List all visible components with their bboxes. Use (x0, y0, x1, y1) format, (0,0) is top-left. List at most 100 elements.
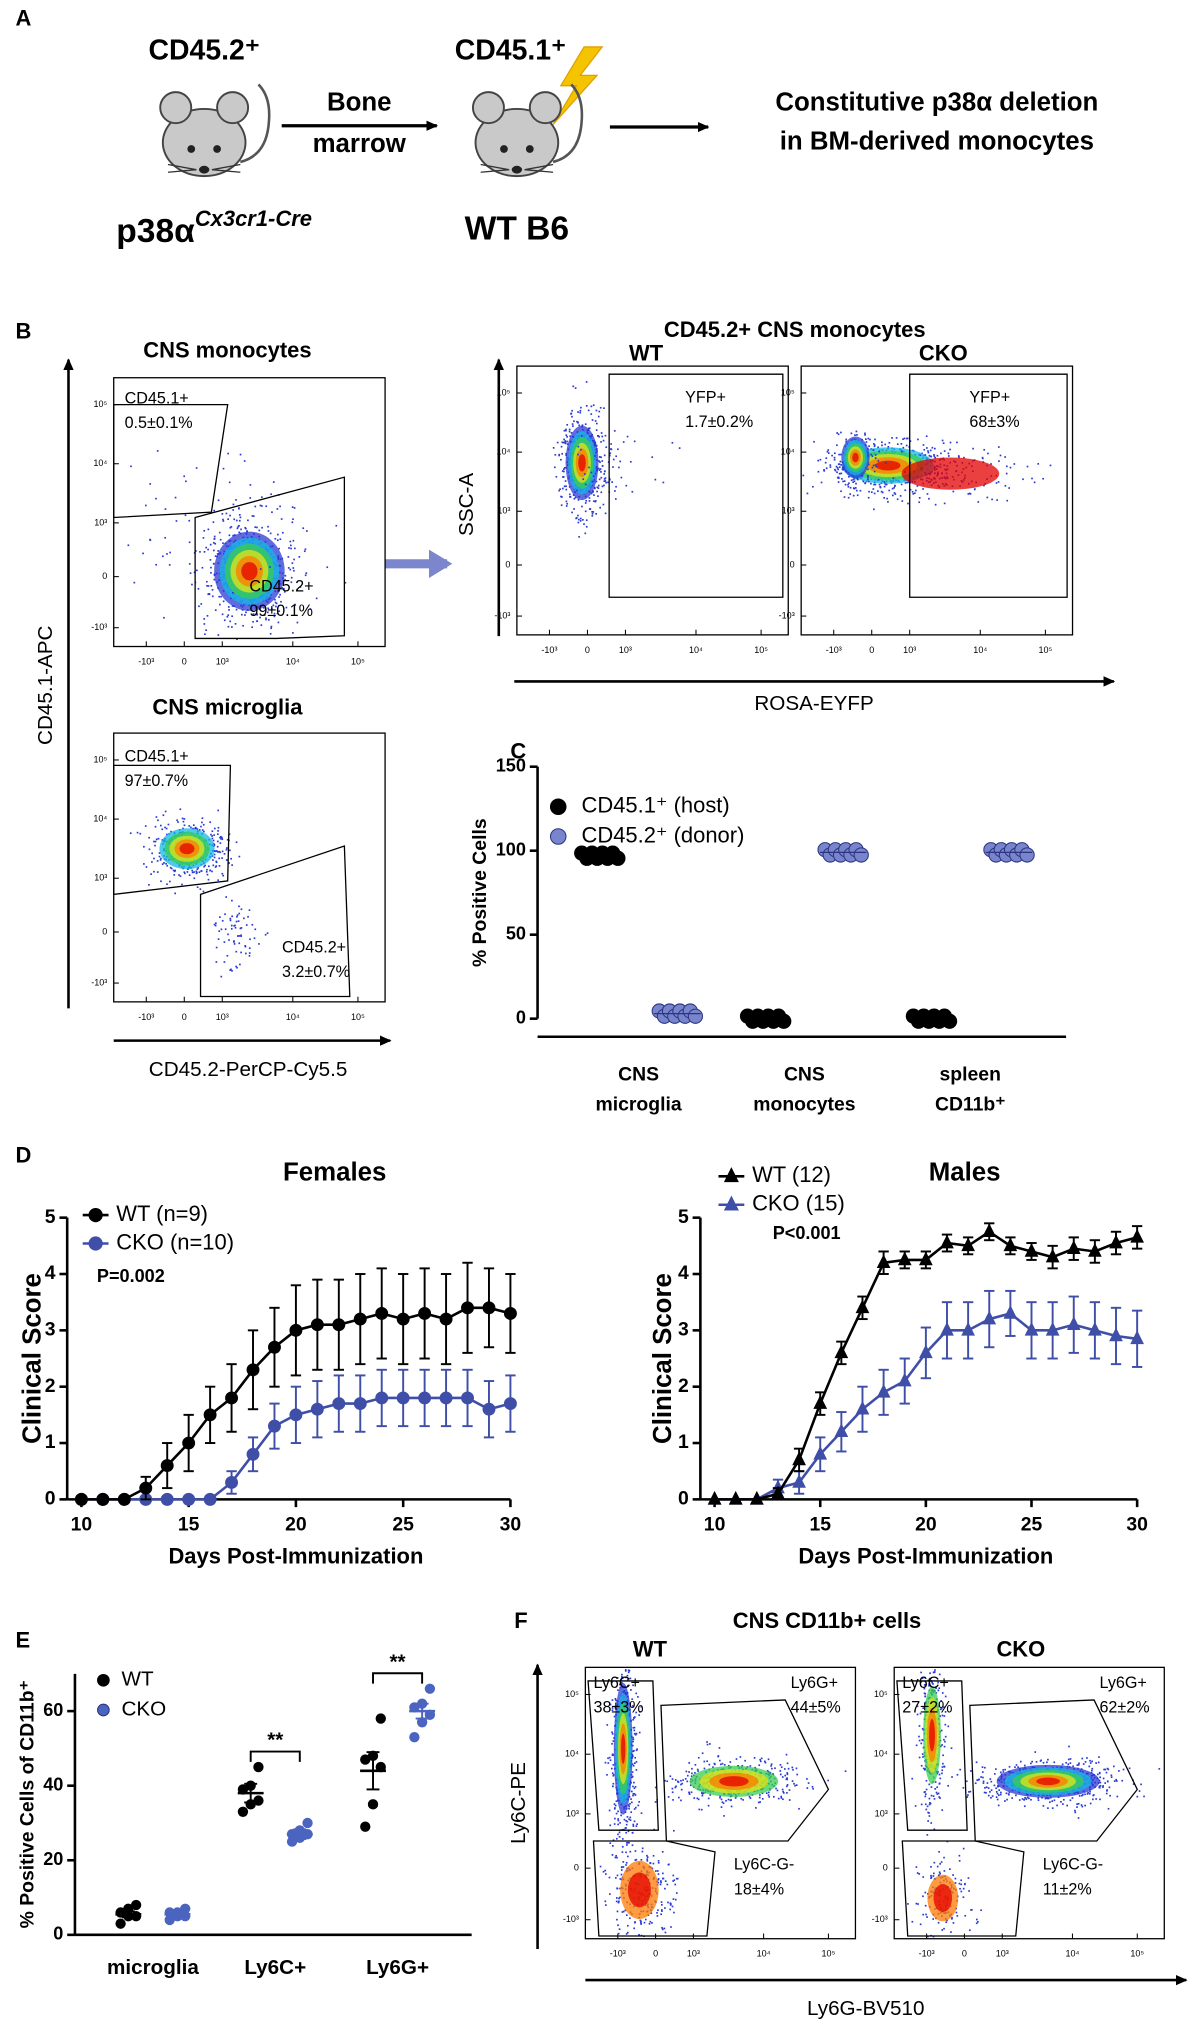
event (213, 578, 216, 581)
event (212, 541, 215, 544)
event (155, 838, 158, 841)
event (937, 1770, 939, 1773)
event (252, 515, 255, 518)
event (164, 826, 166, 829)
event (667, 1863, 670, 1866)
event (942, 1762, 944, 1765)
event (622, 1866, 625, 1868)
event (872, 464, 875, 467)
event (618, 1683, 621, 1686)
event (927, 1811, 929, 1814)
event (620, 1873, 623, 1876)
flow-y-tick: 10⁴ (93, 458, 107, 468)
event (225, 512, 228, 515)
event (871, 455, 874, 458)
event (630, 1798, 632, 1800)
event (1102, 1785, 1104, 1787)
x-tick-label: microglia (595, 1093, 681, 1115)
event (1077, 1817, 1080, 1819)
event (603, 473, 606, 475)
event (588, 466, 590, 469)
event (944, 1735, 947, 1738)
event (779, 1770, 782, 1772)
event (666, 1883, 669, 1886)
event (281, 586, 284, 589)
event (603, 478, 606, 480)
event (850, 479, 853, 482)
event (597, 467, 600, 470)
event (924, 454, 927, 456)
event (795, 1767, 798, 1770)
event (263, 606, 265, 609)
event (1000, 1791, 1002, 1794)
event (609, 1703, 612, 1706)
event (283, 587, 285, 590)
event (200, 870, 203, 872)
event (655, 1870, 657, 1872)
event (207, 878, 210, 881)
event (735, 1758, 738, 1760)
event (998, 1789, 1001, 1792)
event (791, 1780, 794, 1782)
event (1099, 1798, 1101, 1801)
event (291, 521, 294, 524)
event (236, 914, 239, 916)
event (894, 493, 897, 495)
event (191, 583, 193, 586)
event (157, 837, 160, 840)
event (925, 435, 928, 438)
event (916, 1713, 919, 1716)
event (577, 521, 580, 524)
event (873, 492, 876, 495)
event (627, 1830, 630, 1833)
event (638, 1933, 640, 1936)
event (219, 851, 221, 854)
event (937, 1792, 940, 1795)
event (982, 1780, 985, 1783)
event (817, 470, 820, 473)
event (1089, 1759, 1091, 1762)
event (632, 1726, 635, 1729)
event (235, 950, 238, 953)
event (614, 1807, 616, 1809)
event (709, 1794, 712, 1796)
event (612, 1782, 615, 1785)
event (154, 825, 157, 828)
event (600, 491, 603, 494)
event (719, 1796, 721, 1799)
event (650, 1912, 653, 1915)
event (725, 1799, 727, 1802)
event (291, 562, 294, 564)
event (786, 1773, 789, 1776)
event (1023, 1805, 1026, 1808)
event (604, 1761, 607, 1764)
event (786, 1762, 789, 1765)
flow-y-tick: 10⁵ (93, 754, 107, 764)
event (806, 492, 809, 495)
event (853, 487, 856, 490)
event (335, 524, 338, 527)
event (720, 1763, 722, 1766)
event (637, 1696, 639, 1698)
event (1018, 1799, 1021, 1801)
event (1051, 1807, 1054, 1809)
event (770, 1763, 773, 1766)
event (706, 1741, 708, 1743)
event (585, 499, 588, 502)
event (1081, 1805, 1084, 1808)
event (201, 821, 203, 824)
event (624, 1676, 627, 1679)
event (721, 1801, 724, 1804)
event (657, 1878, 660, 1881)
event (867, 480, 870, 483)
event (663, 1927, 666, 1930)
event (634, 1785, 637, 1788)
event (626, 1842, 628, 1844)
event (968, 1791, 970, 1793)
event (874, 457, 877, 459)
event (976, 1779, 979, 1781)
event (1046, 1797, 1049, 1800)
event (1099, 1781, 1102, 1784)
event (973, 488, 976, 491)
event (872, 449, 875, 451)
